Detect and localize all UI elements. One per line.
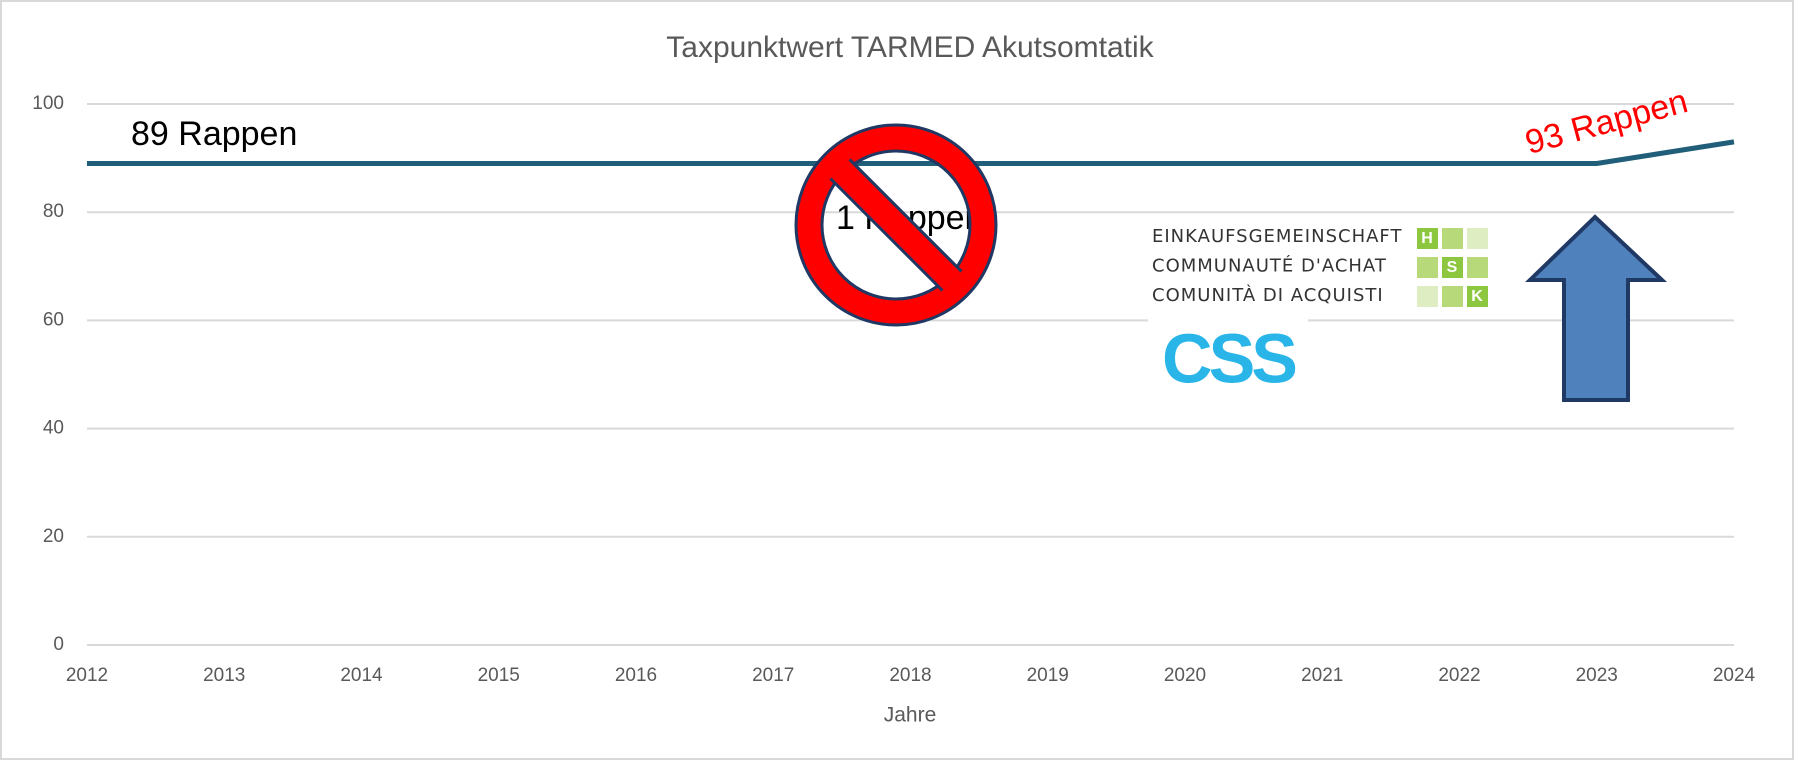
x-tick-label: 2012 [66, 665, 108, 686]
x-tick-label: 2014 [340, 665, 383, 686]
x-axis-label: Jahre [884, 704, 937, 727]
x-tick-label: 2022 [1438, 665, 1480, 686]
no-sign [796, 125, 996, 325]
y-tick-label: 60 [43, 309, 64, 330]
hsk-logo-square [1417, 257, 1438, 278]
hsk-logo-square [1442, 257, 1463, 278]
x-tick-label: 2016 [615, 665, 657, 686]
x-tick-label: 2019 [1027, 665, 1069, 686]
hsk-logo-text: COMMUNAUTÉ D'ACHAT [1152, 255, 1387, 277]
y-tick-label: 0 [53, 634, 64, 655]
hsk-logo-letter: K [1471, 288, 1483, 305]
logo-background [1148, 318, 1308, 400]
grid: 0 20 40 60 80 100 2012 2013 2014 2015 2016 2017 2018… [32, 93, 1755, 686]
x-tick-label: 2021 [1301, 665, 1343, 686]
annotation: 89 Rappen [131, 115, 297, 153]
hsk-logo-text: EINKAUFSGEMEINSCHAFT [1152, 226, 1402, 247]
hsk-logo-letter: S [1447, 259, 1458, 276]
series [87, 139, 1735, 167]
x-tick-label: 2015 [478, 665, 520, 686]
hsk-logo-square [1417, 286, 1438, 307]
y-tick-label: 100 [32, 93, 64, 114]
y-tick-label: 20 [43, 526, 64, 547]
css-logo: CSS [1162, 319, 1295, 397]
no-sign-inner-edge [820, 149, 972, 301]
x-tick-label: 2023 [1576, 665, 1618, 686]
x-tick-label: 2017 [752, 665, 794, 686]
chart-title: Taxpunktwert TARMED Akutsomtatik [666, 31, 1154, 64]
hsk-logo-text: COMUNITÀ DI ACQUISTI [1152, 284, 1384, 306]
y-tick-label: 80 [43, 201, 64, 222]
x-tick-label: 2013 [203, 665, 245, 686]
line-series [87, 139, 1735, 167]
up-arrow [1525, 214, 1668, 402]
hsk-logo-square [1467, 286, 1488, 307]
no-sign-bar-fill [831, 160, 961, 290]
x-tick-label: 2024 [1713, 665, 1756, 686]
hsk-logo-square [1442, 286, 1463, 307]
hsk-logo-square [1442, 228, 1463, 249]
hsk-logo-square [1467, 228, 1488, 249]
x-tick-label: 2018 [889, 665, 931, 686]
no-sign-edge [794, 123, 998, 327]
hsk-logo-letter: H [1421, 230, 1433, 247]
x-tick-label: 2020 [1164, 665, 1206, 686]
hsk-logo-square [1467, 257, 1488, 278]
y-tick-label: 40 [43, 418, 64, 439]
hsk-logo-square [1417, 228, 1438, 249]
